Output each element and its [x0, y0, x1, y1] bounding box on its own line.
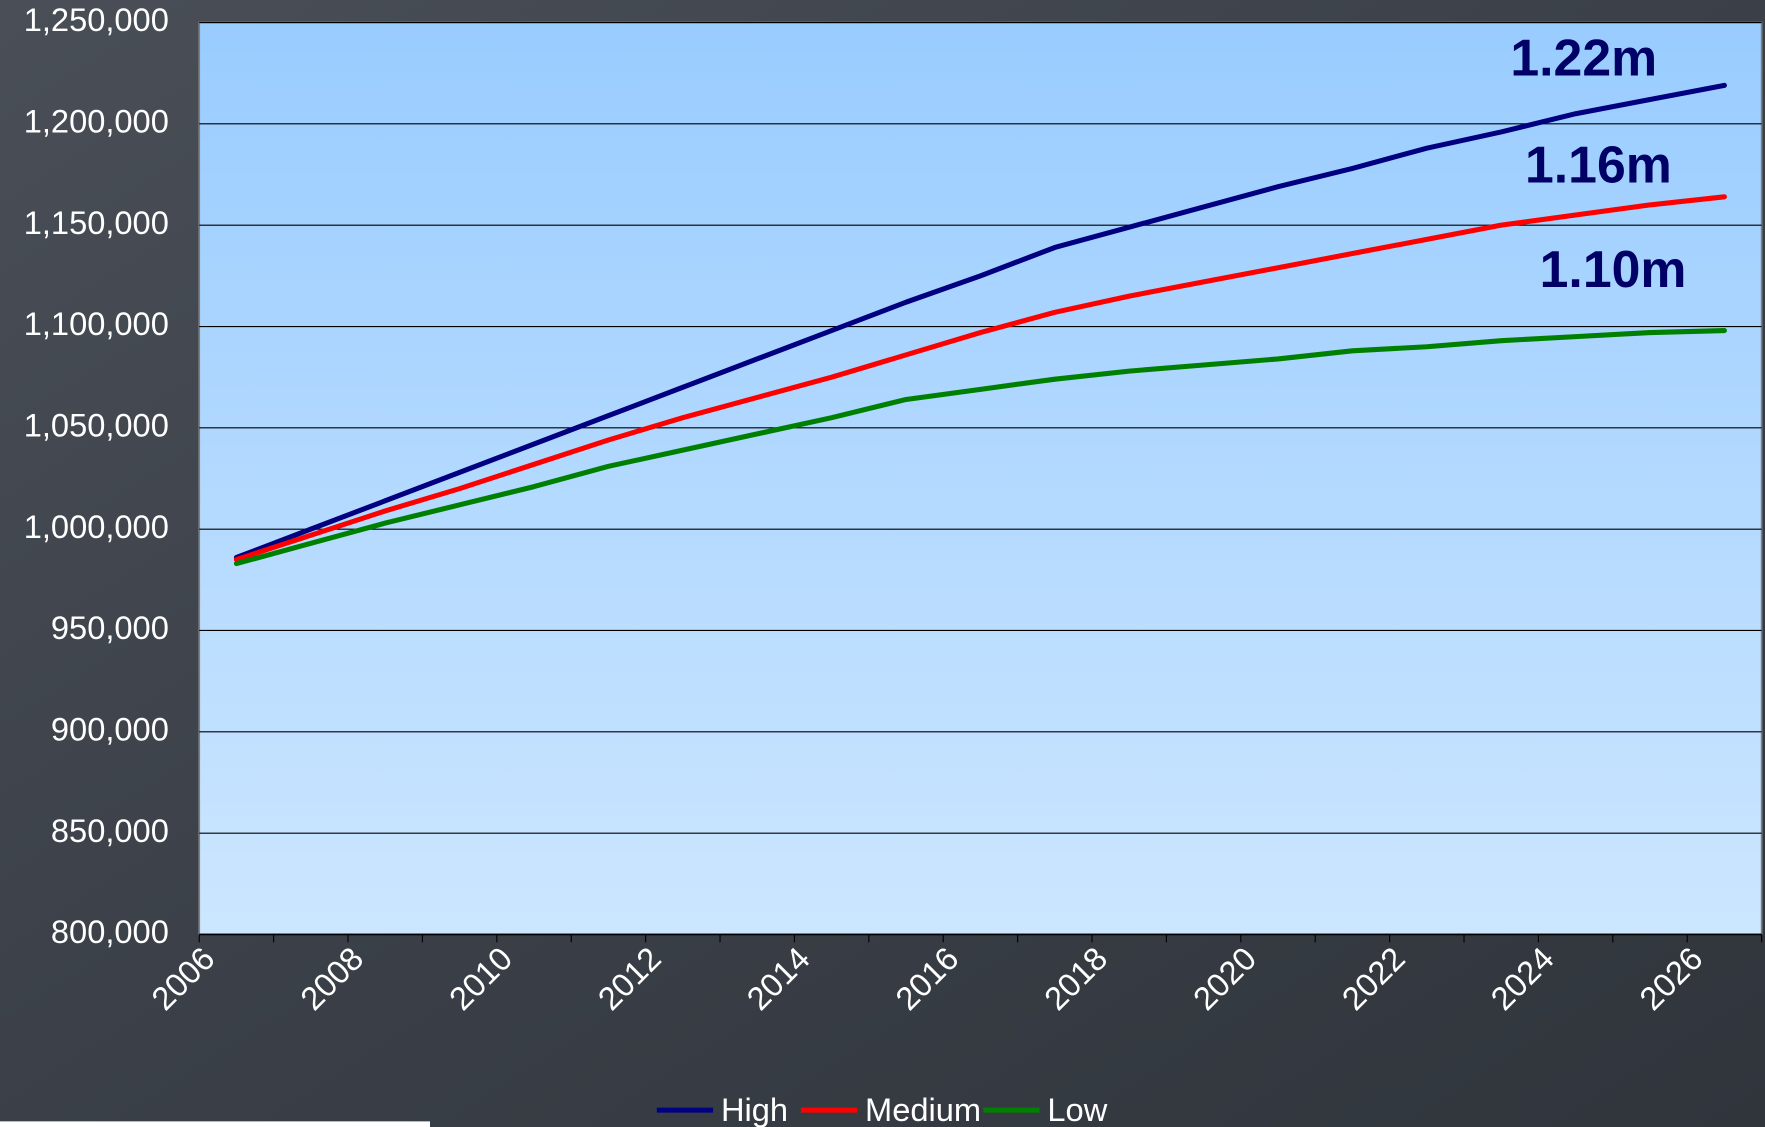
y-tick-label: 950,000	[51, 609, 169, 646]
y-tick-label: 1,150,000	[24, 204, 169, 241]
series-line	[233, 328, 1727, 567]
annotation: 1.10m	[1540, 240, 1687, 298]
series-line	[233, 82, 1727, 561]
y-tick-label: 1,250,000	[24, 1, 169, 38]
y-tick-label: 1,050,000	[24, 406, 169, 443]
annotation: 1.22m	[1510, 29, 1657, 87]
y-tick-label: 1,100,000	[24, 305, 169, 342]
y-tick-label: 1,000,000	[24, 508, 169, 545]
plot-area	[198, 21, 1763, 936]
annotation: 1.16m	[1525, 136, 1672, 194]
legend-label: Low	[1047, 1091, 1107, 1127]
y-tick-label: 800,000	[51, 913, 169, 950]
y-tick-label: 900,000	[51, 710, 169, 747]
legend-label: High	[721, 1091, 788, 1127]
footer-strip	[0, 1121, 430, 1127]
legend-label: Medium	[865, 1091, 981, 1127]
series-line	[233, 194, 1727, 563]
y-tick-label: 850,000	[51, 812, 169, 849]
y-tick-label: 1,200,000	[24, 102, 169, 139]
